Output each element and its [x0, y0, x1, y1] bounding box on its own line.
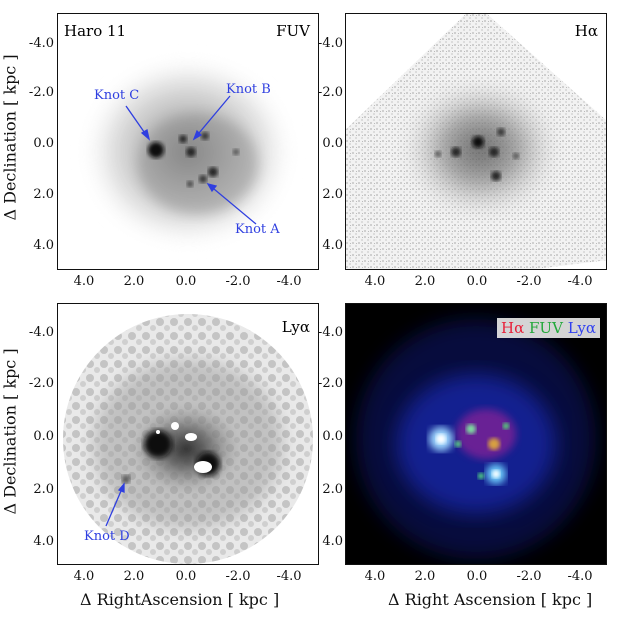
rgb-image — [346, 304, 606, 564]
ytick-right-bot-4: 2.0 — [322, 482, 343, 497]
fuv-band-label: FUV — [276, 22, 310, 40]
ytick-left-bot-3: 0.0 — [33, 429, 54, 444]
ylabel-bottom: Δ Declination [ kpc ] — [0, 348, 20, 515]
fuv-object-label: Haro 11 — [64, 22, 127, 40]
legend-fuv: FUV — [529, 319, 563, 337]
ha-image — [346, 14, 606, 269]
ytick-right-bot-2: -2.0 — [317, 376, 343, 391]
xtick-bot-right-2: 2.0 — [414, 569, 436, 584]
xtick-bot-left-2: 2.0 — [123, 569, 145, 584]
xtick-top-left-4: -2.0 — [225, 274, 251, 289]
xtick-bot-right-5: -4.0 — [567, 569, 593, 584]
lya-band-label: Lyα — [281, 318, 310, 336]
ylabel-top: Δ Declination [ kpc ] — [0, 54, 20, 221]
ytick-left-bot-5: 4.0 — [33, 534, 54, 549]
ha-band-label: Hα — [574, 22, 598, 40]
xtick-top-right-3: 0.0 — [466, 274, 488, 289]
ytick-left-top-4: 2.0 — [33, 187, 54, 202]
xtick-bot-left-5: -4.0 — [276, 569, 302, 584]
ytick-left-top-5: 4.0 — [33, 238, 54, 253]
xtick-top-right-5: -4.0 — [567, 274, 593, 289]
ytick-right-top-4: 2.0 — [322, 187, 343, 202]
ytick-right-top-2: -2.0 — [317, 85, 343, 100]
ytick-left-top-2: -2.0 — [28, 85, 54, 100]
legend-ha: Hα — [501, 319, 525, 337]
knot-a-label: Knot A — [235, 222, 280, 237]
xtick-top-right-4: -2.0 — [516, 274, 542, 289]
ytick-right-bot-1: -4.0 — [317, 325, 343, 340]
ytick-right-bot-5: 4.0 — [322, 534, 343, 549]
ytick-right-top-5: 4.0 — [322, 238, 343, 253]
xlabel-left: Δ RightAscension [ kpc ] — [80, 590, 280, 609]
lya-panel: Lyα Knot D — [57, 303, 319, 565]
ytick-left-top-3: 0.0 — [33, 136, 54, 151]
xtick-top-left-2: 2.0 — [123, 274, 145, 289]
xtick-top-left-1: 4.0 — [73, 274, 95, 289]
xtick-top-left-3: 0.0 — [175, 274, 197, 289]
xtick-bot-right-4: -2.0 — [516, 569, 542, 584]
fuv-image — [78, 52, 298, 252]
xtick-bot-left-3: 0.0 — [175, 569, 197, 584]
fuv-panel: Haro 11 FUV Knot C Knot B Knot A — [57, 13, 319, 270]
knot-c-label: Knot C — [94, 88, 140, 103]
rgb-panel: Hα FUV Lyα — [345, 303, 607, 565]
ytick-left-bot-1: -4.0 — [28, 325, 54, 340]
xtick-bot-left-1: 4.0 — [73, 569, 95, 584]
xtick-bot-left-4: -2.0 — [225, 569, 251, 584]
ytick-right-top-1: -4.0 — [317, 36, 343, 51]
xlabel-right: Δ Right Ascension [ kpc ] — [388, 590, 593, 609]
legend-lya: Lyα — [567, 319, 596, 337]
ytick-left-bot-4: 2.0 — [33, 482, 54, 497]
ytick-right-bot-3: 0.0 — [322, 429, 343, 444]
xtick-top-left-5: -4.0 — [276, 274, 302, 289]
ytick-right-top-3: 0.0 — [322, 136, 343, 151]
ytick-left-top-1: -4.0 — [28, 36, 54, 51]
knot-b-label: Knot B — [226, 82, 271, 97]
rgb-legend: Hα FUV Lyα — [497, 318, 600, 338]
xtick-top-right-2: 2.0 — [414, 274, 436, 289]
knot-d-label: Knot D — [84, 529, 130, 544]
xtick-bot-right-3: 0.0 — [466, 569, 488, 584]
ha-panel: Hα — [345, 13, 607, 270]
ytick-left-bot-2: -2.0 — [28, 376, 54, 391]
lya-image — [63, 314, 313, 564]
xtick-top-right-1: 4.0 — [364, 274, 386, 289]
xtick-bot-right-1: 4.0 — [364, 569, 386, 584]
